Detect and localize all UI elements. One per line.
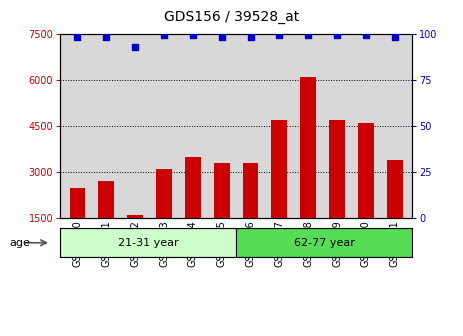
Point xyxy=(391,35,399,40)
Point xyxy=(362,33,369,38)
Text: 62-77 year: 62-77 year xyxy=(294,238,355,248)
Text: age: age xyxy=(9,238,30,248)
Point xyxy=(247,35,254,40)
Bar xyxy=(300,77,316,218)
Point xyxy=(74,35,81,40)
Text: GDS156 / 39528_at: GDS156 / 39528_at xyxy=(164,10,299,24)
Point xyxy=(305,33,312,38)
Bar xyxy=(156,169,172,218)
Text: 21-31 year: 21-31 year xyxy=(118,238,178,248)
Bar xyxy=(60,228,236,257)
Bar xyxy=(99,181,114,218)
Bar xyxy=(185,157,201,218)
Point xyxy=(218,35,225,40)
Bar xyxy=(214,163,230,218)
Bar xyxy=(329,120,345,218)
Bar xyxy=(127,215,143,218)
Bar xyxy=(243,163,258,218)
Point xyxy=(333,33,341,38)
Bar xyxy=(387,160,403,218)
Point xyxy=(160,33,168,38)
Bar xyxy=(358,123,374,218)
Point xyxy=(189,33,197,38)
Point xyxy=(275,33,283,38)
Bar xyxy=(271,120,288,218)
Point xyxy=(131,44,139,49)
Bar xyxy=(69,187,86,218)
Point xyxy=(103,35,110,40)
Bar xyxy=(236,228,412,257)
